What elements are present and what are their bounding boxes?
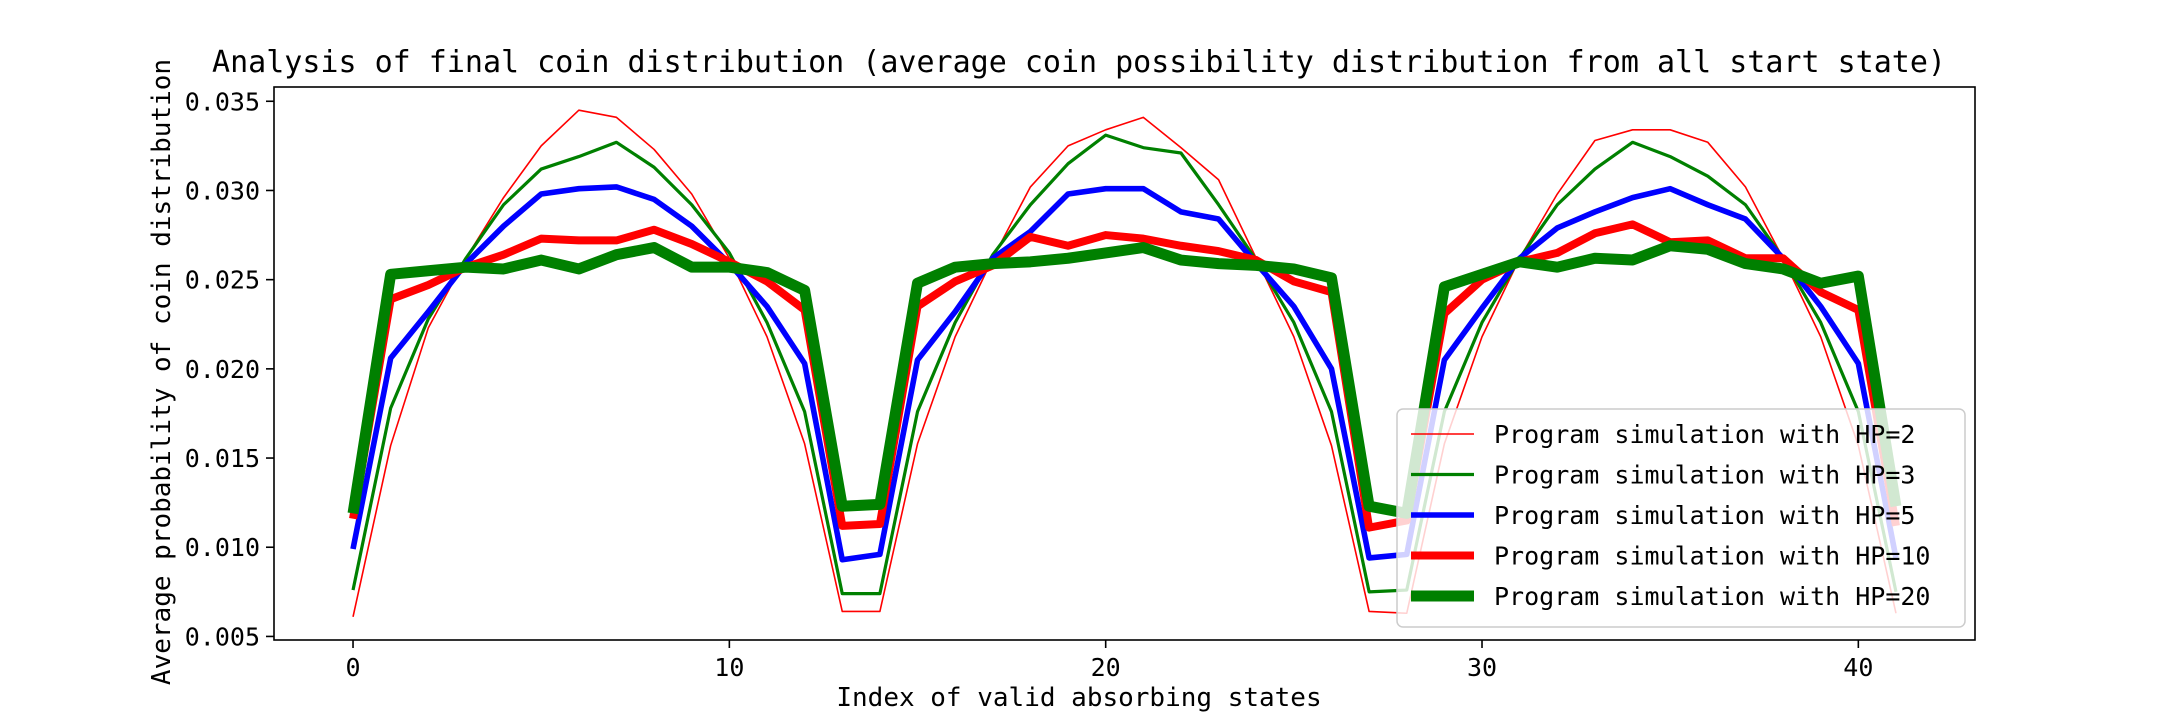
legend-label-1: Program simulation with HP=2 bbox=[1494, 420, 1915, 449]
plot-frame bbox=[273, 86, 1976, 641]
series-line-2 bbox=[351, 133, 1898, 596]
series-line-4 bbox=[349, 220, 1900, 532]
y-tick-label: 0.005 bbox=[185, 622, 260, 651]
x-tick-label: 40 bbox=[1843, 653, 1873, 682]
series-line-3 bbox=[350, 184, 1899, 563]
x-tick-label: 10 bbox=[714, 653, 744, 682]
legend-label-3: Program simulation with HP=5 bbox=[1494, 501, 1915, 530]
x-tick-label: 30 bbox=[1467, 653, 1497, 682]
axes: 0 10 20 30 40 0.005 0.010 0.015 0.020 0.025 0.030 0… bbox=[185, 86, 1976, 682]
y-axis-label: Average probability of coin distribution bbox=[147, 59, 177, 685]
x-tick-label: 0 bbox=[345, 653, 360, 682]
y-tick-label: 0.035 bbox=[185, 87, 260, 116]
legend: Program simulation with HP=2 Program simu… bbox=[1396, 408, 1966, 628]
legend-label-5: Program simulation with HP=20 bbox=[1494, 582, 1931, 611]
plot-lines bbox=[347, 109, 1902, 617]
x-axis-label: Index of valid absorbing states bbox=[836, 683, 1321, 713]
legend-label-4: Program simulation with HP=10 bbox=[1494, 542, 1931, 571]
y-tick-label: 0.015 bbox=[185, 444, 260, 473]
y-tick-label: 0.025 bbox=[185, 266, 260, 295]
series-line-5 bbox=[347, 240, 1902, 519]
y-tick-label: 0.020 bbox=[185, 355, 260, 384]
y-tick-label: 0.030 bbox=[185, 176, 260, 205]
legend-box bbox=[1396, 408, 1966, 628]
legend-label-2: Program simulation with HP=3 bbox=[1494, 461, 1915, 490]
y-tick-label: 0.010 bbox=[185, 533, 260, 562]
series-line-1 bbox=[352, 109, 1897, 617]
x-tick-label: 20 bbox=[1091, 653, 1121, 682]
chart-title: Analysis of final coin distribution (ave… bbox=[212, 45, 1946, 80]
